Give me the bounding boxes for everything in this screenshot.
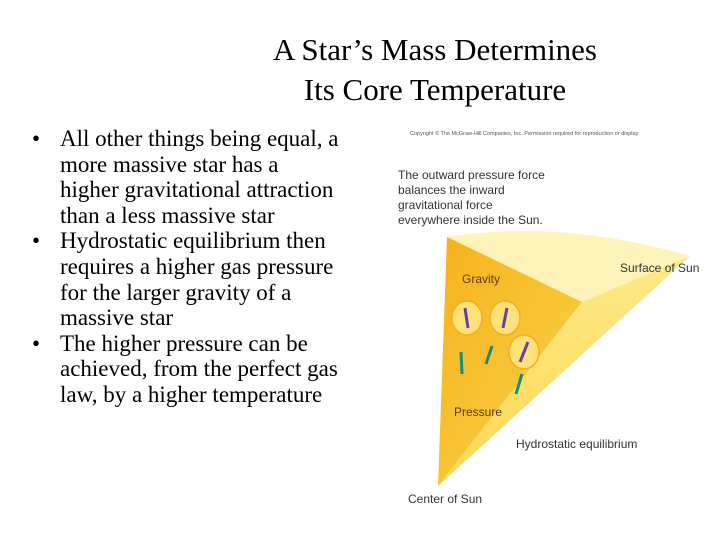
caption-line: The outward pressure force xyxy=(398,168,545,182)
bullet: All other things being equal, a more mas… xyxy=(30,126,410,228)
bullet-line: than a less massive star xyxy=(60,202,275,228)
caption-line: balances the inward xyxy=(398,183,505,197)
caption-line: gravitational force xyxy=(398,198,493,212)
wedge-face xyxy=(438,256,690,486)
force-arrows xyxy=(459,307,530,395)
center-label: Center of Sun xyxy=(408,492,482,506)
bullet-line: All other things being equal, a xyxy=(60,126,339,151)
bullet-line: higher gravitational attraction xyxy=(60,177,334,203)
copyright: Copyright © The McGraw-Hill Companies, I… xyxy=(410,130,639,137)
bullet-line: law, by a higher temperature xyxy=(60,381,323,407)
surface-label: Surface of Sun xyxy=(620,261,699,275)
bullet-line: massive star xyxy=(60,305,174,331)
bullet-list: All other things being equal, a more mas… xyxy=(30,126,410,408)
pressure-label: Pressure xyxy=(454,405,502,419)
slide-title: A Star’s Mass Determines Its Core Temper… xyxy=(0,30,720,110)
bullet: The higher pressure can be achieved, fro… xyxy=(30,331,410,408)
equilibrium-label: Hydrostatic equilibrium xyxy=(516,437,637,451)
bullet-line: Hydrostatic equilibrium then xyxy=(60,228,326,254)
bullet-line: for the larger gravity of a xyxy=(60,279,292,305)
caption-line: everywhere inside the Sun. xyxy=(398,213,543,227)
wedge-face xyxy=(438,237,582,486)
bullet-line: requires a higher gas pressure xyxy=(60,253,334,279)
sun-surface xyxy=(447,231,690,302)
bullet-line: The higher pressure can be xyxy=(60,330,308,356)
bullet-line: more massive star has a xyxy=(60,151,279,177)
gravity-label: Gravity xyxy=(462,272,500,286)
title-line: Its Core Temperature xyxy=(303,72,567,107)
sun-diagram: Copyright © The McGraw-Hill Companies, I… xyxy=(392,124,720,514)
bullet: Hydrostatic equilibrium then requires a … xyxy=(30,228,410,330)
title-line: A Star’s Mass Determines xyxy=(272,32,598,67)
bullet-line: achieved, from the perfect gas xyxy=(60,356,338,382)
